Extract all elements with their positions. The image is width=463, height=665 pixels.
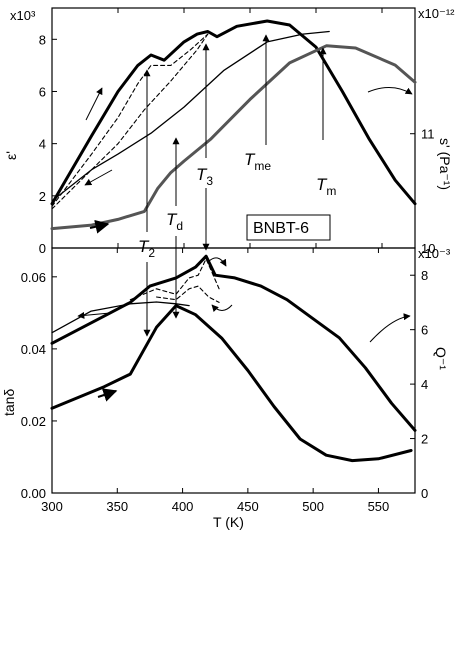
y-right-tick-label: 6 [421,323,428,338]
x-axis-label: T (K) [213,514,244,530]
arrow-right-axis-top [367,87,413,95]
y-left-tick-label: 4 [39,137,46,152]
bottom-panel-frame [51,247,416,494]
sample-label-box: BNBT-6 [246,214,331,241]
x-tick-label: 550 [368,499,390,514]
bottom-right-multiplier: x10⁻³ [418,246,451,261]
bottom-left-ylabel: tanδ [1,389,17,416]
top-left-ylabel: ε' [3,151,19,160]
top-right-ylabel: s' (Pa⁻¹) [437,138,453,190]
bottom-series-group [50,254,417,463]
x-tick-label: 400 [172,499,194,514]
y-right-tick-label: 0 [421,486,428,501]
series-line-0-0 [50,19,417,206]
arrow-heating-bottom [97,388,118,402]
arrow-heating-top-gray [89,219,110,234]
series-line-0-4 [50,44,417,231]
y-right-tick-label: 10 [421,241,435,256]
arrow-right-axis-bottom [369,313,411,343]
annotation-t-me: Tme [244,150,271,173]
y-left-tick-label: 2 [39,189,46,204]
annotation-t-d: Td [166,210,183,233]
svg-text:T3: T3 [196,165,213,188]
series-line-1-1 [129,258,220,301]
annotation-t-m: Tm [316,175,336,198]
svg-text:T2: T2 [138,237,155,260]
y-right-tick-label: 4 [421,377,428,392]
x-tick-label: 350 [106,499,128,514]
top-right-multiplier: x10⁻¹² [418,6,455,21]
y-left-tick-label: 0 [39,241,46,256]
arrow-cooling-top [84,169,113,186]
arrow-loop-down [211,304,233,313]
top-series-group [50,19,417,231]
y-left-tick-label: 0.02 [21,414,46,429]
y-right-tick-label: 11 [421,127,435,142]
x-tick-label: 300 [41,499,63,514]
series-line-1-3 [50,304,413,463]
series-line-0-3 [51,30,330,202]
y-left-tick-label: 6 [39,84,46,99]
annotation-t-3: T3 [196,165,213,188]
y-right-tick-label: 2 [421,432,428,447]
x-tick-label: 450 [237,499,259,514]
top-left-multiplier: x10³ [10,8,36,23]
sample-label: BNBT-6 [253,220,309,237]
y-left-tick-label: 0.06 [21,270,46,285]
series-line-1-0 [50,254,417,432]
arrow-heating-top [85,87,103,121]
series-line-1-2 [155,285,220,303]
y-left-tick-label: 0.04 [21,342,46,357]
svg-text:Tme: Tme [244,150,271,173]
series-line-1-4 [51,301,190,334]
bottom-right-ylabel: Q⁻¹ [433,347,449,370]
series-line-0-1 [51,33,209,207]
svg-text:Tm: Tm [316,175,336,198]
bottom-axis-ticks: 300 350 400 450 500 550 0.00 0.02 0.04 0.06 0 2 4 6 8 [21,248,428,514]
top-panel-frame [51,7,416,249]
y-left-tick-label: 0.00 [21,486,46,501]
arrow-loop-up [207,257,227,267]
annotation-t-2: T2 [138,237,155,260]
y-left-tick-label: 8 [39,32,46,47]
arrow-cooling-bottom [77,311,111,319]
y-right-tick-label: 8 [421,268,428,283]
svg-text:Td: Td [166,210,183,233]
x-tick-label: 500 [302,499,324,514]
top-axis-ticks: 0 2 4 6 8 10 11 [39,8,435,256]
